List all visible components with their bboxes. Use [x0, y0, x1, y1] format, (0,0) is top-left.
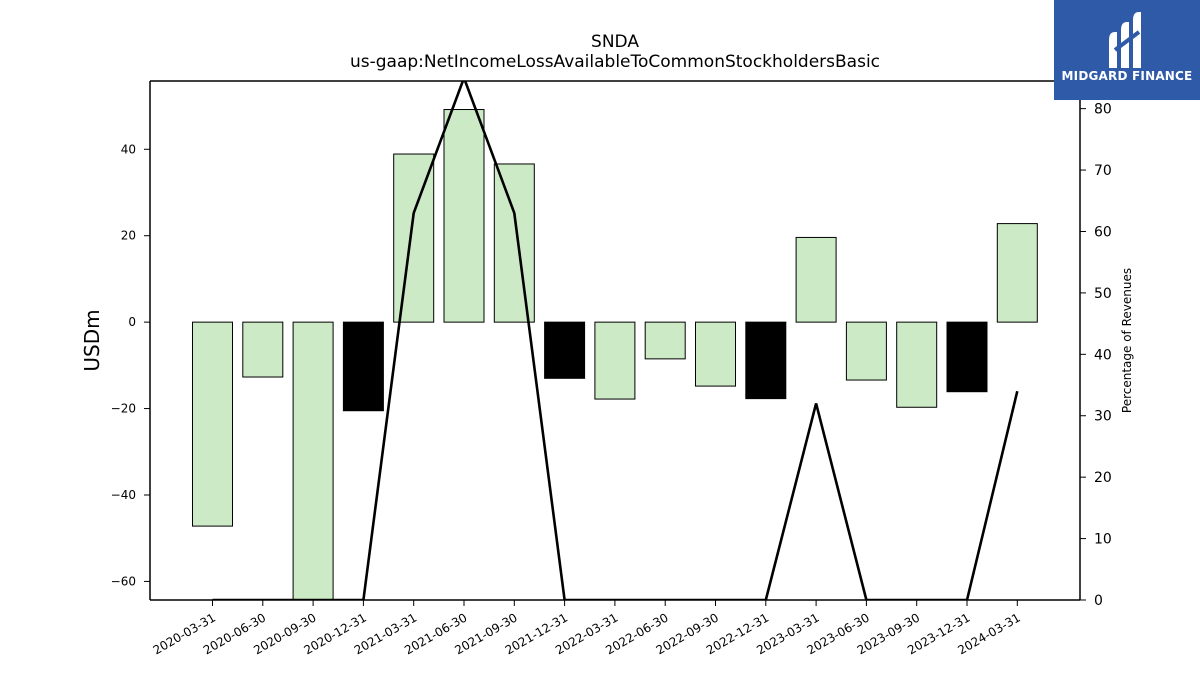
bar-2020-06-30 — [242, 321, 284, 378]
y2-tick-label: 40 — [1094, 347, 1112, 363]
bar-2020-03-31 — [192, 321, 233, 527]
bar-2022-09-30 — [695, 321, 736, 387]
y2-axis-label: Percentage of Revenues — [1120, 268, 1134, 413]
y2-tick-label: 50 — [1094, 286, 1112, 302]
y2-tick-label: 20 — [1094, 470, 1112, 486]
bar-2022-12-31 — [745, 321, 787, 400]
bar-2024-03-31 — [996, 223, 1038, 323]
bar-2022-06-30 — [644, 321, 686, 360]
y-tick-label: −40 — [111, 488, 136, 502]
bar-2023-03-31 — [795, 236, 837, 323]
bar-2020-12-31 — [342, 321, 384, 412]
midgard-finance-logo: MIDGARD FINANCE — [1054, 0, 1200, 100]
bar-2020-09-30 — [292, 321, 334, 600]
bar-2023-12-31 — [946, 321, 988, 393]
bar-2021-09-30 — [493, 163, 535, 323]
bar-2022-03-31 — [594, 321, 636, 400]
y-tick-label: 0 — [128, 315, 136, 329]
bar-2021-03-31 — [393, 153, 435, 323]
y2-tick-label: 60 — [1094, 224, 1112, 240]
logo-text: MIDGARD FINANCE — [1061, 69, 1193, 83]
y-tick-label: −60 — [111, 574, 136, 588]
y-tick-label: −20 — [111, 402, 136, 416]
y2-tick-label: 80 — [1094, 102, 1112, 118]
chart-title: SNDA — [591, 32, 639, 52]
bar-2021-12-31 — [544, 321, 586, 379]
y2-tick-label: 0 — [1094, 593, 1103, 609]
chart-subtitle: us-gaap:NetIncomeLossAvailableToCommonSt… — [349, 52, 881, 72]
y2-tick-label: 70 — [1094, 163, 1112, 179]
y-tick-label: 40 — [121, 142, 136, 156]
y-axis-label: USDm — [80, 309, 104, 371]
bar-2021-06-30 — [443, 109, 485, 323]
y-tick-label: 20 — [121, 229, 136, 243]
bar-2023-09-30 — [896, 321, 938, 408]
bar-2023-06-30 — [845, 321, 887, 381]
y2-tick-label: 30 — [1094, 409, 1112, 425]
logo-mark-icon — [1109, 12, 1141, 68]
y2-tick-label: 10 — [1094, 532, 1112, 548]
